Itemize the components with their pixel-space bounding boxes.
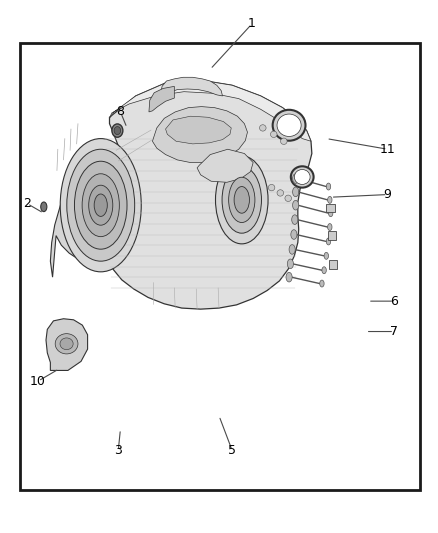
Ellipse shape — [291, 166, 314, 188]
Ellipse shape — [88, 185, 113, 225]
Ellipse shape — [289, 245, 295, 254]
Polygon shape — [166, 116, 231, 144]
Ellipse shape — [60, 139, 141, 272]
Ellipse shape — [292, 215, 298, 224]
Polygon shape — [160, 77, 223, 97]
Ellipse shape — [328, 197, 332, 203]
Ellipse shape — [114, 126, 120, 134]
Ellipse shape — [229, 177, 255, 223]
Ellipse shape — [270, 131, 277, 138]
Ellipse shape — [326, 238, 331, 245]
Text: 9: 9 — [384, 188, 392, 201]
Ellipse shape — [293, 200, 299, 210]
Ellipse shape — [277, 190, 284, 196]
Ellipse shape — [41, 202, 47, 212]
Ellipse shape — [268, 184, 275, 191]
Ellipse shape — [272, 110, 306, 141]
Ellipse shape — [67, 149, 135, 261]
Ellipse shape — [287, 259, 293, 269]
Ellipse shape — [286, 272, 292, 282]
Ellipse shape — [55, 334, 78, 354]
Ellipse shape — [293, 174, 299, 183]
Polygon shape — [197, 149, 253, 182]
Text: 11: 11 — [380, 143, 396, 156]
Ellipse shape — [294, 169, 310, 184]
FancyBboxPatch shape — [328, 260, 337, 269]
FancyBboxPatch shape — [326, 204, 335, 212]
Ellipse shape — [74, 161, 127, 249]
Text: 6: 6 — [390, 295, 398, 308]
Ellipse shape — [82, 174, 119, 237]
Ellipse shape — [320, 280, 324, 287]
Polygon shape — [104, 80, 312, 309]
Text: 2: 2 — [23, 197, 31, 210]
Ellipse shape — [293, 187, 299, 197]
Ellipse shape — [280, 138, 287, 144]
Ellipse shape — [285, 195, 292, 201]
Text: 3: 3 — [114, 444, 122, 457]
Polygon shape — [152, 107, 247, 163]
Text: 7: 7 — [390, 325, 398, 338]
Polygon shape — [110, 80, 311, 141]
Ellipse shape — [291, 230, 297, 239]
Ellipse shape — [324, 253, 328, 259]
Ellipse shape — [322, 266, 326, 274]
Ellipse shape — [222, 166, 261, 233]
Ellipse shape — [94, 194, 107, 216]
Text: 10: 10 — [30, 375, 46, 387]
FancyBboxPatch shape — [328, 231, 336, 240]
Ellipse shape — [277, 114, 301, 136]
Polygon shape — [149, 86, 174, 112]
Ellipse shape — [215, 156, 268, 244]
Ellipse shape — [234, 187, 250, 213]
Bar — [20, 43, 420, 490]
Text: 1: 1 — [248, 18, 256, 30]
Ellipse shape — [259, 125, 266, 131]
Polygon shape — [50, 141, 193, 277]
Text: 5: 5 — [228, 444, 236, 457]
Ellipse shape — [328, 224, 332, 231]
Ellipse shape — [328, 209, 333, 216]
Ellipse shape — [112, 124, 123, 137]
Polygon shape — [46, 319, 88, 370]
Text: 8: 8 — [117, 106, 124, 118]
Ellipse shape — [60, 338, 73, 350]
Ellipse shape — [326, 183, 331, 190]
